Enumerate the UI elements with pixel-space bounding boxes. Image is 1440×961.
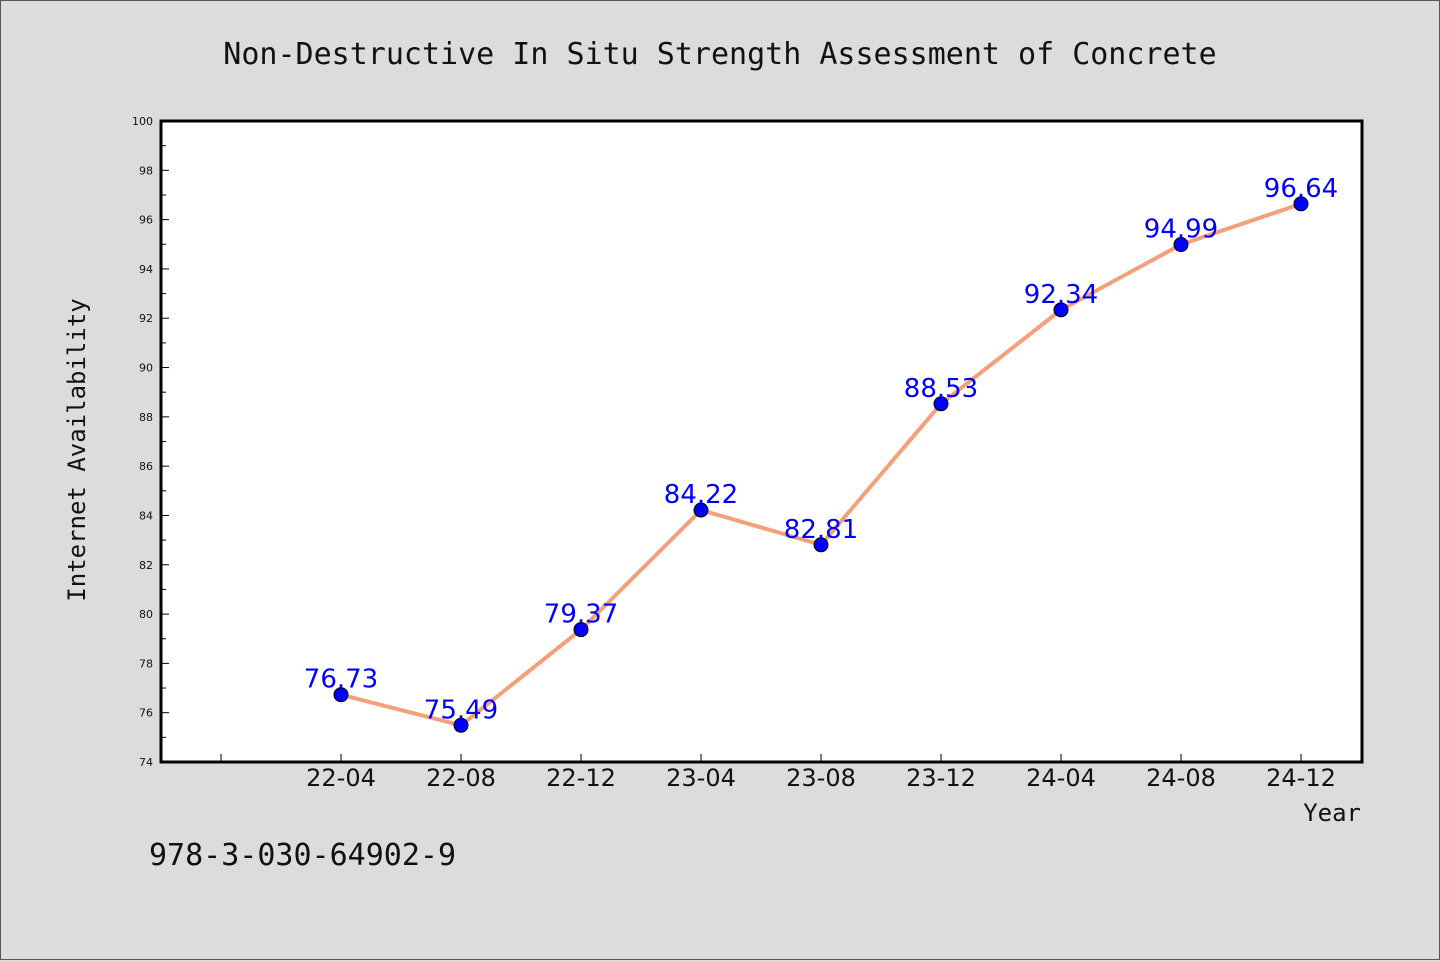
data-label: 75.49 — [424, 695, 498, 725]
data-labels-group: 76.73 75.49 79.37 84.22 82.81 88.53 92.34 94.99… — [304, 174, 1338, 725]
x-tick-label: 23-08 — [786, 764, 856, 792]
data-point-marker — [1053, 302, 1069, 318]
y-tick-label: 98 — [139, 164, 153, 177]
data-point-marker — [933, 396, 949, 412]
x-axis-label: Year — [1303, 799, 1361, 827]
data-point-marker — [693, 502, 709, 518]
data-label: 96.64 — [1264, 174, 1338, 204]
y-tick-label: 92 — [139, 312, 153, 325]
data-point-marker — [453, 717, 469, 733]
data-label: 84.22 — [664, 480, 738, 510]
x-tick-label: 22-08 — [426, 764, 496, 792]
data-label: 92.34 — [1024, 280, 1098, 310]
x-tick-label: 24-04 — [1026, 764, 1096, 792]
y-tick-label: 82 — [139, 559, 153, 572]
markers-group — [333, 196, 1309, 733]
y-tick-label: 84 — [139, 509, 153, 522]
y-axis-label: Internet Availability — [63, 298, 91, 601]
x-axis: 22-04 22-08 22-12 23-04 23-08 23-12 24-04 24-08… — [220, 754, 1336, 792]
x-tick-label: 23-04 — [666, 764, 736, 792]
data-label: 88.53 — [904, 374, 978, 404]
data-label: 76.73 — [304, 665, 378, 695]
data-label: 79.37 — [544, 600, 618, 630]
x-tick-label: 24-08 — [1146, 764, 1216, 792]
x-tick-label: 22-04 — [306, 764, 376, 792]
y-tick-label: 86 — [139, 460, 153, 473]
x-tick-label: 24-12 — [1266, 764, 1336, 792]
data-label: 82.81 — [784, 515, 858, 545]
data-point-marker — [813, 537, 829, 553]
y-tick-label: 88 — [139, 411, 153, 424]
data-point-marker — [573, 622, 589, 638]
data-point-marker — [1293, 196, 1309, 212]
y-tick-label: 100 — [132, 115, 153, 128]
y-tick-label: 78 — [139, 657, 153, 670]
isbn-footnote: 978-3-030-64902-9 — [149, 838, 456, 873]
y-axis: 74 76 78 80 82 84 86 88 90 92 94 96 98 100 — [132, 115, 169, 769]
y-tick-label: 90 — [139, 362, 153, 375]
y-tick-label: 74 — [139, 756, 153, 769]
y-tick-label: 94 — [139, 263, 153, 276]
y-tick-label: 80 — [139, 608, 153, 621]
data-label: 94.99 — [1144, 215, 1218, 245]
y-tick-label: 76 — [139, 707, 153, 720]
y-tick-label: 96 — [139, 214, 153, 227]
data-point-marker — [1173, 237, 1189, 253]
x-tick-label: 22-12 — [546, 764, 616, 792]
x-tick-label: 23-12 — [906, 764, 976, 792]
plot-area — [159, 119, 1364, 764]
chart-title: Non-Destructive In Situ Strength Assessm… — [223, 37, 1216, 72]
data-point-marker — [333, 687, 349, 703]
